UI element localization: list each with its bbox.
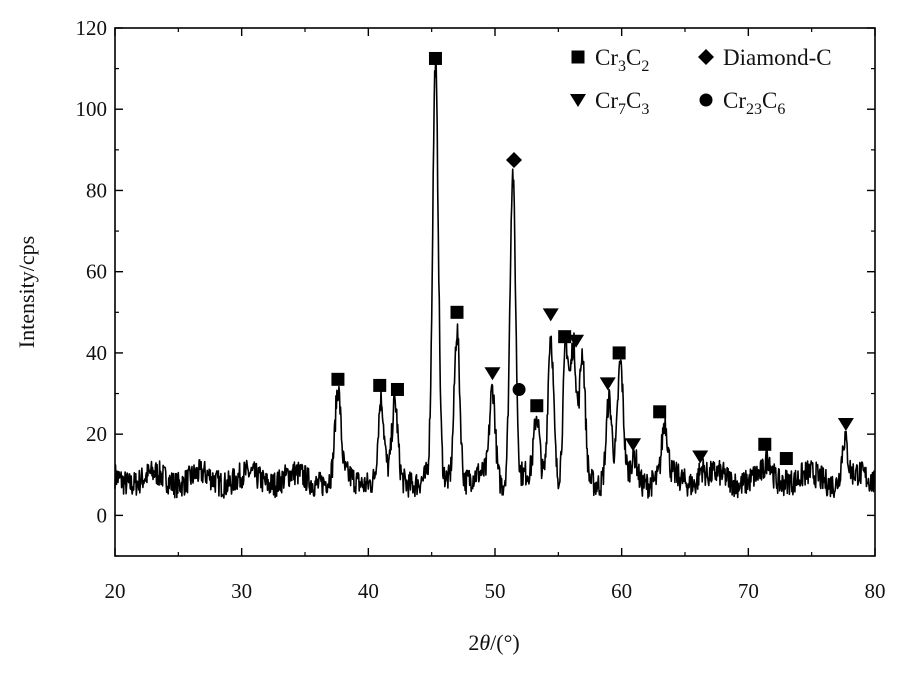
y-tick-label: 80: [86, 178, 107, 202]
phase-marker-cr3c2: [653, 405, 667, 419]
x-tick-label: 80: [865, 579, 886, 603]
legend-label-diamond-c: Diamond-C: [723, 45, 832, 70]
ticks: 20 30 40 50 60 70 80 0 20 40 60 80 100 120: [76, 16, 886, 603]
phase-marker-cr23c6: [512, 382, 526, 396]
y-axis-label: Intensity/cps: [14, 236, 39, 348]
phase-marker-cr3c2: [428, 51, 442, 65]
x-tick-label: 20: [105, 579, 126, 603]
xrd-pattern-line: [114, 54, 876, 499]
phase-marker-cr3c2: [390, 382, 404, 396]
phase-marker-cr3c2: [450, 305, 464, 319]
phase-marker-cr7c3: [692, 450, 709, 464]
x-tick-label: 50: [485, 579, 506, 603]
y-tick-label: 40: [86, 341, 107, 365]
phase-marker-cr3c2: [779, 452, 793, 466]
legend-label-cr23c6: Cr23C6: [723, 88, 785, 118]
x-axis-label: 2θ/(°): [468, 630, 519, 655]
y-tick-label: 20: [86, 422, 107, 446]
phase-marker-cr7c3: [625, 438, 642, 452]
phase-marker-cr3c2: [558, 330, 572, 344]
x-axis-label-unit: /(°): [490, 630, 520, 655]
x-tick-label: 70: [738, 579, 759, 603]
legend-marker-cr23c6: [699, 93, 713, 107]
phase-markers: [331, 51, 854, 466]
y-tick-label: 100: [76, 97, 108, 121]
phase-marker-cr7c3: [484, 367, 501, 381]
legend-label-cr7c3: Cr7C3: [595, 88, 649, 118]
phase-marker-diamond-c: [506, 152, 522, 168]
legend: Cr3C2 Diamond-C Cr7C3 Cr23C6: [570, 45, 832, 118]
x-tick-label: 60: [611, 579, 632, 603]
phase-marker-cr7c3: [599, 377, 616, 391]
phase-marker-cr7c3: [568, 334, 585, 348]
y-tick-label: 0: [97, 503, 108, 527]
phase-marker-cr3c2: [530, 399, 544, 413]
x-axis-label-number: 2: [468, 630, 479, 655]
legend-marker-diamond-c: [698, 49, 714, 65]
phase-marker-cr7c3: [542, 308, 559, 322]
x-tick-label: 30: [231, 579, 252, 603]
legend-marker-cr7c3: [570, 94, 586, 107]
legend-label-cr3c2: Cr3C2: [595, 45, 649, 75]
x-axis-label-theta: θ: [479, 630, 490, 655]
x-tick-label: 40: [358, 579, 379, 603]
phase-marker-cr7c3: [837, 418, 854, 431]
phase-marker-cr3c2: [331, 372, 345, 386]
phase-marker-cr3c2: [373, 378, 387, 392]
phase-marker-cr3c2: [758, 437, 772, 451]
legend-marker-cr3c2: [571, 50, 585, 64]
y-tick-label: 120: [76, 16, 108, 40]
phase-marker-cr3c2: [612, 346, 626, 360]
y-tick-label: 60: [86, 260, 107, 284]
